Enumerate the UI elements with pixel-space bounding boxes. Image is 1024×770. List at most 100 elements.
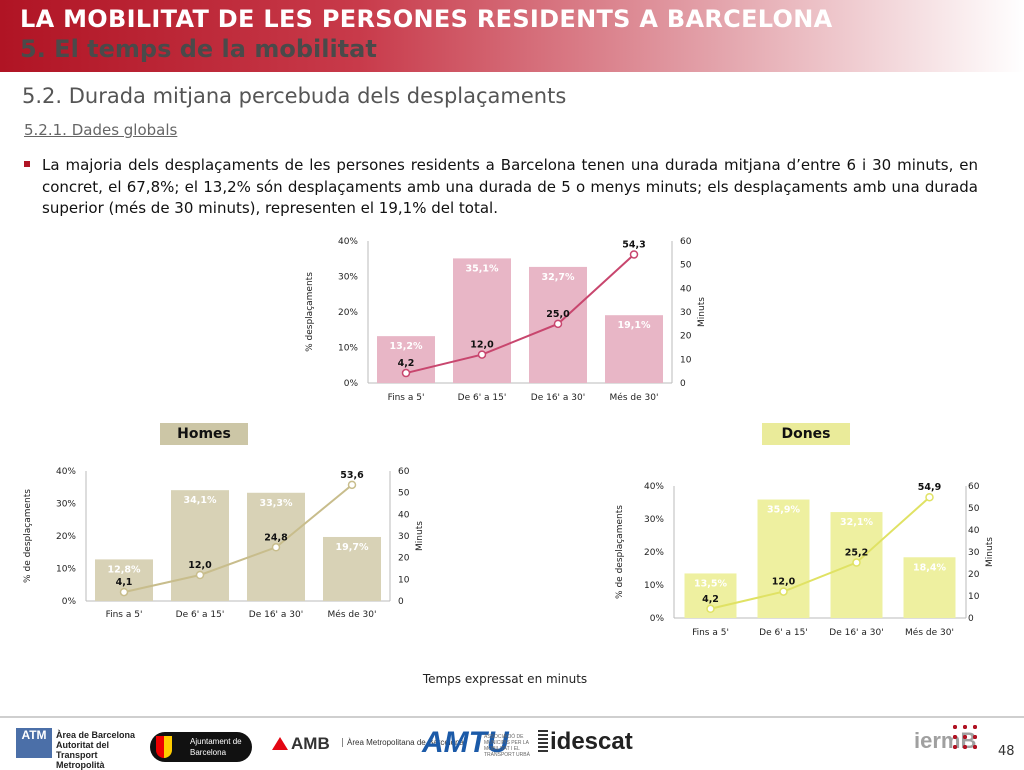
total-y2tick-label: 40	[680, 284, 692, 294]
dones-line-point	[706, 604, 715, 614]
dones-line-series	[710, 496, 931, 610]
total-bar	[605, 315, 663, 383]
atm-logo-caption: Àrea de Barcelona Autoritat del Transpor…	[56, 730, 136, 770]
amtu-logo-caption: ASSOCIACIÓ DE MUNICIPIS PER LA MOBILITAT…	[484, 734, 530, 758]
homes-bar	[323, 536, 381, 601]
dones-category-label: Més de 30'	[905, 627, 954, 638]
dones-bar	[757, 499, 810, 618]
dones-ylabel: % de desplaçaments	[615, 505, 625, 599]
homes-ylabel: % de desplaçaments	[23, 489, 33, 583]
homes-category-label: Fins a 5'	[106, 610, 143, 620]
charts-canvas: 0% 10% 20% 30% 40% 0 10 20 30 40 50 60 % desplaçamen…	[23, 237, 995, 638]
homes-line-label: 53,6	[340, 470, 364, 481]
bullet-text: La majoria dels desplaçaments de les per…	[42, 156, 978, 217]
dones-bar-label: 35,9%	[767, 505, 800, 516]
dones-category-label: Fins a 5'	[692, 628, 729, 638]
page-number: 48	[998, 744, 1015, 759]
dones-line-label: 4,2	[702, 594, 719, 605]
ajuntament-logo: Ajuntament de Barcelona	[150, 732, 252, 762]
dones-line-point	[779, 587, 788, 596]
homes-bar	[171, 490, 229, 601]
footer-divider	[0, 716, 1024, 718]
total-line-point	[477, 350, 487, 359]
dones-category-label: De 16' a 30'	[829, 628, 883, 638]
homes-y2tick-label: 30	[398, 532, 410, 542]
homes-y2tick-label: 0	[398, 597, 404, 607]
total-bar	[453, 258, 511, 383]
dones-ytick-label: 0%	[650, 614, 665, 624]
homes-ytick-label: 0%	[62, 597, 77, 607]
dones-line-point	[925, 492, 934, 502]
dones-y2tick-label: 10	[968, 592, 980, 602]
total-y2tick-label: 10	[680, 355, 692, 365]
total-line-label: 25,0	[546, 309, 570, 320]
dones-category-label: De 6' a 15'	[759, 628, 808, 638]
homes-line-point	[347, 480, 357, 490]
amtu-logo: AMTU	[422, 726, 509, 759]
homes-ytick-label: 30%	[56, 500, 76, 510]
dones-ytick-label: 30%	[644, 515, 664, 525]
homes-line-label: 4,1	[116, 577, 133, 588]
total-bar-label: 32,7%	[542, 272, 575, 283]
idescat-logo: idescat	[550, 728, 633, 755]
dones-y2tick-label: 0	[968, 614, 974, 624]
total-y2tick-label: 50	[680, 261, 692, 271]
total-y2tick-label: 30	[680, 308, 692, 318]
homes-y2tick-label: 50	[398, 489, 410, 499]
dones-line-label: 54,9	[918, 482, 941, 493]
dones-y2label: Minuts	[985, 537, 995, 567]
homes-y2tick-label: 20	[398, 554, 410, 564]
atm-logo: ATM	[16, 728, 52, 758]
homes-bar-label: 12,8%	[108, 564, 141, 575]
dones-line-point	[852, 558, 861, 567]
homes-category-label: De 6' a 15'	[176, 610, 225, 620]
homes-tag: Homes	[160, 423, 248, 445]
total-ytick-label: 30%	[338, 273, 358, 283]
total-ylabel: % desplaçaments	[305, 272, 315, 352]
homes-ytick-label: 10%	[56, 565, 76, 575]
total-ytick-label: 0%	[344, 379, 359, 389]
ajuntament-logo-text: Ajuntament de Barcelona	[190, 737, 242, 757]
dones-bar-label: 13,5%	[694, 578, 727, 589]
total-category-label: Fins a 5'	[388, 393, 425, 403]
total-line-label: 4,2	[398, 358, 415, 369]
atm-logo-text: ATM	[21, 728, 47, 742]
ierm-dots-icon	[950, 722, 980, 752]
homes-y2tick-label: 10	[398, 575, 410, 585]
homes-category-label: Més de 30'	[328, 609, 377, 620]
total-line-series	[405, 253, 635, 375]
total-bar-label: 13,2%	[390, 341, 423, 352]
total-category-label: De 6' a 15'	[458, 393, 507, 403]
total-ytick-label: 40%	[338, 237, 358, 247]
dones-line-label: 12,0	[772, 577, 796, 588]
total-y2tick-label: 0	[680, 379, 686, 389]
dones-y2tick-label: 30	[968, 548, 980, 558]
dones-y2tick-label: 40	[968, 526, 980, 536]
homes-line-label: 12,0	[188, 560, 212, 571]
dones-bar-label: 32,1%	[840, 517, 873, 528]
dones-ytick-label: 20%	[644, 548, 664, 558]
dones-bar	[903, 557, 956, 618]
total-ytick-label: 10%	[338, 344, 358, 354]
total-bar-label: 35,1%	[466, 263, 499, 274]
total-category-label: Més de 30'	[610, 392, 659, 403]
dones-line-label: 25,2	[845, 548, 868, 559]
homes-line-label: 24,8	[264, 532, 288, 543]
total-line-point	[401, 368, 411, 378]
homes-line-point	[271, 543, 281, 552]
total-line-label: 12,0	[470, 340, 494, 351]
homes-y2tick-label: 60	[398, 467, 410, 477]
homes-bar-label: 34,1%	[184, 495, 217, 506]
amb-triangle-icon	[272, 737, 288, 750]
homes-bar-label: 33,3%	[260, 498, 293, 509]
homes-bar-label: 19,7%	[336, 542, 369, 553]
section-subtitle: 5.2.1. Dades globals	[24, 121, 178, 139]
dones-ytick-label: 40%	[644, 482, 664, 492]
units-note: Temps expressat en minuts	[422, 672, 588, 686]
total-line-label: 54,3	[622, 239, 645, 250]
homes-line-point	[119, 587, 129, 597]
homes-line-point	[195, 570, 205, 580]
dones-y2tick-label: 50	[968, 504, 980, 514]
total-bar-label: 19,1%	[618, 320, 651, 331]
total-line-point	[629, 250, 639, 259]
